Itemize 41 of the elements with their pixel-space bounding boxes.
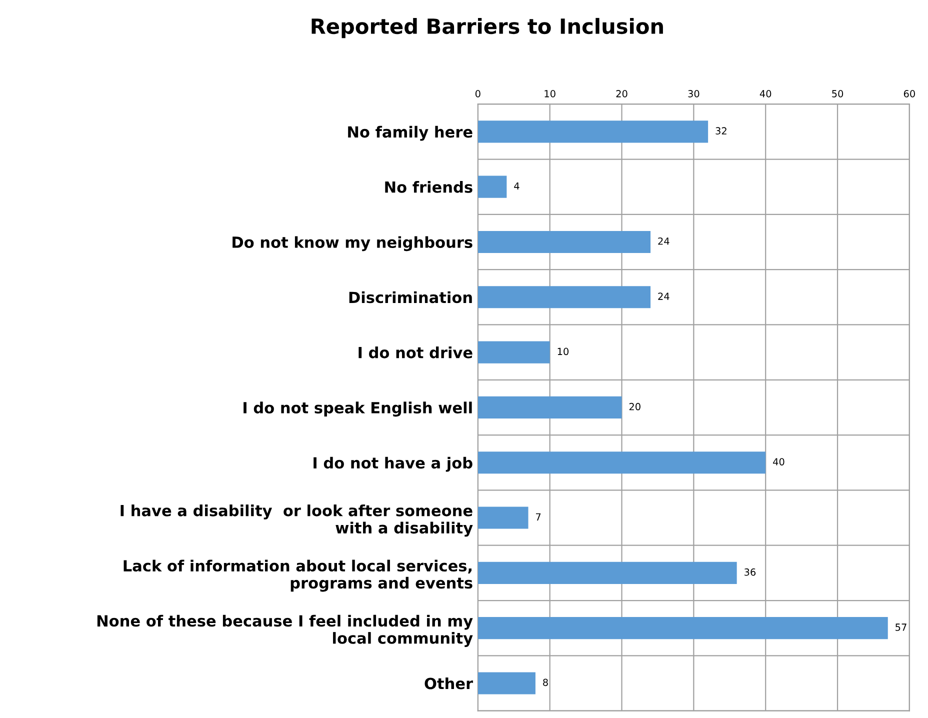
data-label: 57 xyxy=(896,624,906,631)
data-label: 8 xyxy=(543,678,548,686)
bar xyxy=(478,562,737,584)
x-tick-label: 10 xyxy=(544,90,556,98)
data-label: 10 xyxy=(558,348,569,356)
data-label: 20 xyxy=(629,402,640,410)
bar xyxy=(478,230,651,254)
y-tick-label: Discrimination xyxy=(349,291,472,304)
data-label: 24 xyxy=(658,292,670,300)
y-tick-label: Do not know my neighbours xyxy=(232,236,472,252)
chart-title: Reported Barriers to Inclusion xyxy=(312,18,663,38)
y-tick-label: Other xyxy=(424,677,474,690)
y-tick-label: I have a disability or look after someone with a disability xyxy=(120,504,473,537)
data-label: 7 xyxy=(536,513,541,520)
x-tick-label: 40 xyxy=(760,90,772,98)
x-tick-label: 0 xyxy=(475,90,480,98)
bar xyxy=(478,672,536,694)
y-tick-label: No friends xyxy=(385,181,472,193)
bar xyxy=(478,506,528,529)
data-label: 40 xyxy=(773,458,784,466)
data-label: 4 xyxy=(514,182,520,190)
data-label: 36 xyxy=(744,568,756,576)
y-tick-label: I do not speak English well xyxy=(244,402,472,417)
bar xyxy=(478,452,766,474)
x-tick-label: 30 xyxy=(688,90,700,98)
y-tick-label: No family here xyxy=(348,126,472,141)
bar xyxy=(478,176,507,198)
x-tick-label: 20 xyxy=(616,90,628,98)
data-label: 24 xyxy=(658,237,670,245)
bar xyxy=(478,341,550,364)
y-tick-label: None of these because I feel included in my local community xyxy=(97,614,473,647)
bar xyxy=(478,120,708,143)
y-tick-label: I do not have a job xyxy=(314,456,472,472)
y-tick-label: Lack of information about local services, programs and events xyxy=(124,560,472,592)
bar xyxy=(478,617,888,640)
x-tick-label: 50 xyxy=(832,90,844,98)
data-label: 32 xyxy=(716,127,726,135)
bar xyxy=(478,396,622,418)
bar xyxy=(478,286,651,308)
y-tick-label: I do not drive xyxy=(358,346,472,358)
x-tick-label: 60 xyxy=(904,90,915,98)
